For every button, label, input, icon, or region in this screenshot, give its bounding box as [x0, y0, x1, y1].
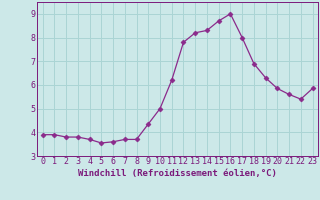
X-axis label: Windchill (Refroidissement éolien,°C): Windchill (Refroidissement éolien,°C): [78, 169, 277, 178]
